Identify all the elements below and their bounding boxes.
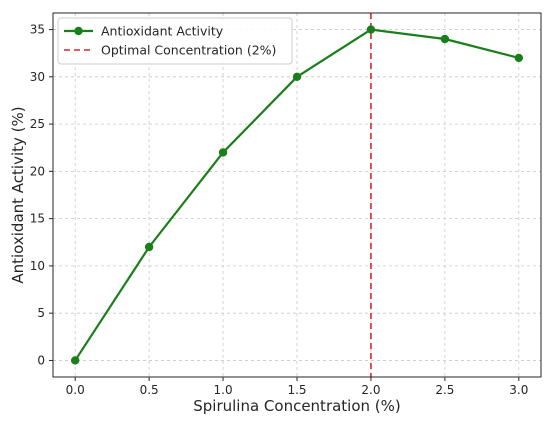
y-tick-label: 15 xyxy=(30,212,45,226)
x-tick-label: 0.5 xyxy=(140,383,159,397)
x-tick-label: 3.0 xyxy=(509,383,528,397)
y-tick-label: 30 xyxy=(30,70,45,84)
y-axis-ticks: 0 5 10 15 20 25 30 35 xyxy=(30,23,53,367)
x-axis-ticks: 0.0 0.5 1.0 1.5 2.0 2.5 3.0 xyxy=(66,377,528,397)
legend-label-series: Antioxidant Activity xyxy=(101,24,224,39)
legend-label-reference: Optimal Concentration (2%) xyxy=(101,43,276,58)
y-tick-label: 25 xyxy=(30,117,45,131)
y-tick-label: 0 xyxy=(37,353,45,367)
data-point xyxy=(440,34,450,44)
grid xyxy=(53,13,541,377)
data-point xyxy=(366,25,376,34)
x-tick-label: 1.0 xyxy=(214,383,233,397)
data-point xyxy=(514,53,524,63)
x-tick-label: 2.0 xyxy=(361,383,380,397)
y-tick-label: 20 xyxy=(30,164,45,178)
data-point xyxy=(218,148,228,157)
x-axis-label: Spirulina Concentration (%) xyxy=(193,397,401,415)
y-tick-label: 10 xyxy=(30,259,45,273)
series-layer xyxy=(70,25,524,365)
x-tick-label: 2.5 xyxy=(435,383,454,397)
data-point xyxy=(70,356,80,365)
data-point xyxy=(292,72,302,82)
x-tick-label: 0.0 xyxy=(66,383,85,397)
legend: Antioxidant Activity Optimal Concentrati… xyxy=(57,17,293,65)
legend-box xyxy=(57,17,293,65)
x-tick-label: 1.5 xyxy=(287,383,306,397)
y-tick-label: 35 xyxy=(30,23,45,37)
legend-swatch-marker xyxy=(74,26,83,36)
y-tick-label: 5 xyxy=(37,306,45,320)
y-axis-label: Antioxidant Activity (%) xyxy=(9,106,27,283)
data-point xyxy=(144,242,154,252)
